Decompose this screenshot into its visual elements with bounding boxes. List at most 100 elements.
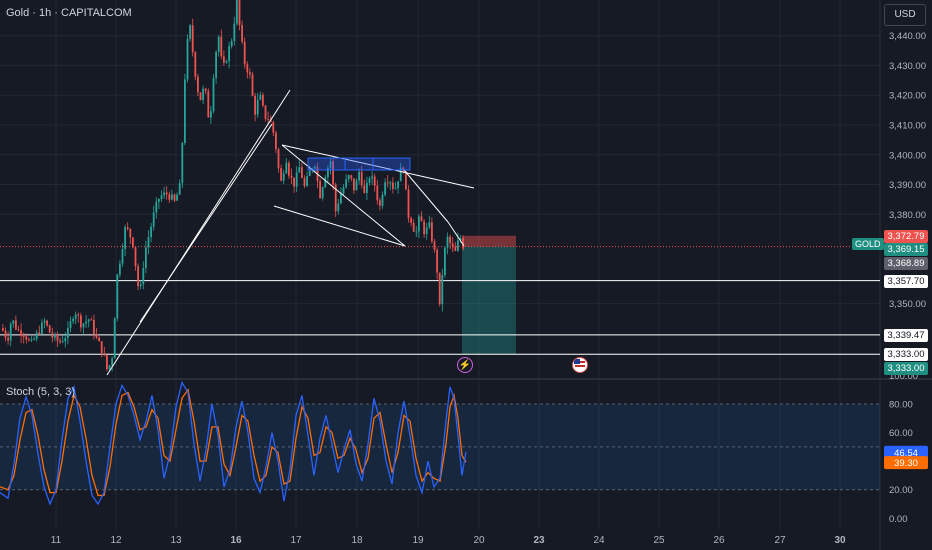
- candle-body: [425, 227, 428, 234]
- candle-body: [272, 121, 275, 133]
- candle-body: [251, 74, 254, 96]
- candle-body: [418, 216, 420, 232]
- candle-body: [142, 267, 145, 285]
- candle-body: [189, 25, 191, 39]
- time-axis-tick: 17: [290, 535, 302, 546]
- lightning-event-icon[interactable]: ⚡: [457, 357, 473, 373]
- candle-body: [134, 247, 137, 267]
- candle-body: [106, 355, 108, 370]
- candle-body: [267, 118, 269, 120]
- candle-body: [303, 177, 306, 186]
- candle-body: [306, 176, 308, 186]
- candle-body: [459, 238, 462, 241]
- price-axis-tick: 3,380.00: [889, 210, 926, 221]
- candle-body: [363, 185, 366, 194]
- candle-body: [186, 38, 189, 80]
- stoch-axis-tick: 80.00: [889, 400, 913, 411]
- candle-body: [9, 323, 12, 341]
- candle-body: [64, 337, 67, 342]
- candle-body: [202, 88, 204, 101]
- time-axis-tick: 11: [51, 535, 62, 546]
- trendline: [403, 169, 449, 223]
- candle-body: [54, 334, 56, 338]
- candle-body: [43, 320, 46, 323]
- stoch-indicator-label[interactable]: Stoch (5, 3, 3): [6, 386, 76, 398]
- candle-body: [85, 321, 87, 324]
- candle-body: [360, 171, 363, 186]
- candle-body: [275, 132, 277, 150]
- candle-body: [342, 187, 345, 194]
- candle-body: [358, 171, 360, 181]
- candle-body: [282, 173, 285, 181]
- candle-body: [256, 99, 259, 115]
- candle-body: [332, 161, 334, 185]
- candle-body: [379, 200, 381, 206]
- price-label: 3,372.79: [884, 229, 928, 243]
- candle-body: [100, 341, 103, 354]
- candle-body: [165, 192, 168, 195]
- candle-body: [160, 195, 163, 200]
- candle-body: [431, 222, 433, 242]
- supply-zone: [307, 157, 411, 171]
- time-axis-tick: 18: [351, 535, 363, 546]
- candle-body: [394, 188, 397, 190]
- candle-body: [280, 168, 282, 181]
- candle-body: [124, 227, 126, 250]
- candle-body: [386, 182, 389, 184]
- stoch-d-line: [0, 388, 467, 497]
- candle-body: [113, 318, 116, 359]
- candle-body: [171, 194, 173, 200]
- candle-body: [204, 88, 207, 92]
- stoch-axis-tick: 100.00: [889, 371, 918, 382]
- candle-body: [438, 272, 441, 305]
- candle-body: [334, 184, 337, 212]
- time-axis-tick: 30: [834, 535, 846, 546]
- candle-body: [212, 78, 215, 112]
- candle-body: [61, 341, 64, 343]
- candle-body: [72, 318, 74, 322]
- time-axis-tick: 23: [533, 535, 545, 546]
- candle-body: [368, 178, 371, 183]
- us-flag-event-icon[interactable]: [572, 357, 588, 373]
- stoch-d-value-bg: [884, 456, 928, 470]
- candle-body: [217, 36, 220, 52]
- candle-body: [126, 227, 129, 229]
- candle-body: [67, 328, 69, 338]
- candle-body: [87, 319, 90, 322]
- candle-body: [207, 91, 210, 118]
- candle-body: [241, 25, 243, 42]
- candle-body: [103, 353, 106, 356]
- candle-body: [285, 162, 288, 174]
- candle-body: [168, 194, 171, 200]
- candle-body: [98, 337, 100, 342]
- candle-body: [15, 320, 17, 330]
- candle-body: [56, 334, 59, 341]
- candle-body: [389, 182, 392, 184]
- trendline: [273, 205, 406, 247]
- time-axis-tick: 13: [170, 535, 182, 546]
- candle-body: [139, 284, 142, 287]
- candle-body: [46, 320, 48, 326]
- price-axis-tick: 3,420.00: [889, 91, 926, 102]
- candle-body: [446, 236, 449, 248]
- currency-button[interactable]: USD: [884, 4, 926, 26]
- candle-body: [147, 237, 150, 248]
- candle-body: [293, 177, 295, 187]
- candle-body: [407, 189, 410, 219]
- candle-body: [347, 175, 350, 180]
- trendline: [139, 123, 273, 323]
- candle-body: [355, 180, 358, 191]
- candle-body: [2, 328, 4, 331]
- candle-body: [290, 175, 293, 178]
- time-axis-tick: 12: [110, 535, 122, 546]
- candle-body: [25, 336, 28, 340]
- candle-body: [259, 94, 262, 100]
- candle-body: [298, 167, 301, 173]
- candle-body: [353, 178, 355, 191]
- candle-body: [132, 237, 134, 248]
- candle-body: [129, 228, 132, 238]
- candle-body: [428, 222, 431, 228]
- price-label: 3,357.70: [884, 274, 928, 288]
- candle-body: [137, 266, 139, 287]
